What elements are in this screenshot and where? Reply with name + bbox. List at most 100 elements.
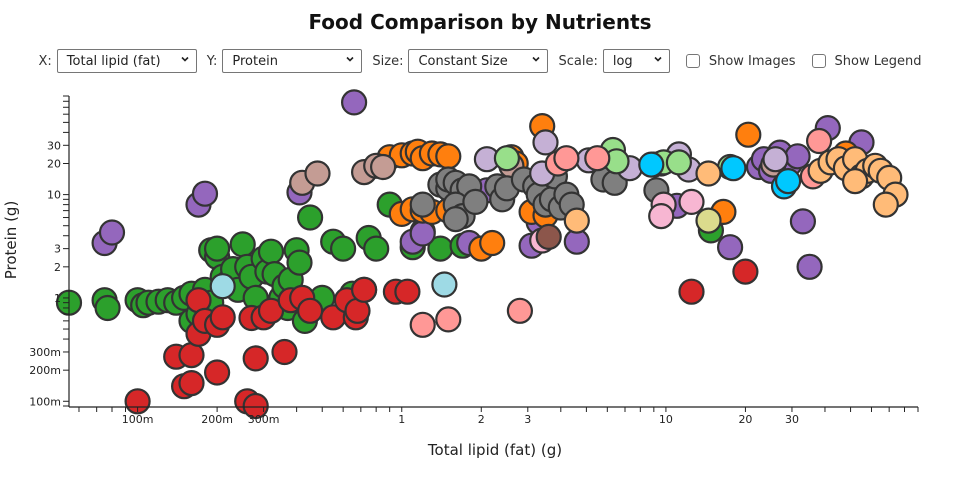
data-point-group-green-1[interactable] bbox=[91, 287, 118, 314]
data-point-group-orange-12[interactable] bbox=[435, 197, 462, 224]
data-point-group-green-12[interactable] bbox=[185, 300, 212, 327]
data-point-group-gray-5[interactable] bbox=[456, 173, 483, 200]
show-legend-toggle[interactable]: Show Legend bbox=[811, 54, 922, 69]
data-point-group-purple-18[interactable] bbox=[766, 139, 794, 166]
data-point-group-gray-0[interactable] bbox=[427, 171, 454, 198]
data-point-group-orange-22[interactable] bbox=[832, 140, 860, 167]
data-point-group-green-11[interactable] bbox=[178, 280, 205, 307]
data-point-group-rosybrown-2[interactable] bbox=[351, 159, 378, 186]
data-point-group-orange-21[interactable] bbox=[735, 121, 762, 148]
data-point-group-olive-0[interactable] bbox=[695, 207, 722, 234]
data-point-group-purple-15[interactable] bbox=[745, 153, 773, 181]
data-point-group-green-38[interactable] bbox=[309, 284, 336, 311]
data-point-group-orange-6[interactable] bbox=[427, 141, 454, 168]
data-point-group-gray-4[interactable] bbox=[449, 177, 476, 204]
data-point-group-orange-9[interactable] bbox=[399, 196, 426, 223]
data-point-group-orange-19[interactable] bbox=[532, 202, 559, 229]
data-point-group-red-14[interactable] bbox=[242, 392, 269, 420]
data-point-group-red-12[interactable] bbox=[238, 304, 265, 332]
data-point-group-red-19[interactable] bbox=[289, 284, 316, 311]
data-point-group-lavender-3[interactable] bbox=[575, 147, 602, 174]
data-point-group-red-22[interactable] bbox=[333, 287, 360, 314]
data-point-group-purple-20[interactable] bbox=[784, 143, 811, 170]
data-point-group-purple-8[interactable] bbox=[456, 229, 483, 257]
data-point-group-green-10[interactable] bbox=[178, 307, 205, 334]
data-point-group-purple-2[interactable] bbox=[185, 191, 212, 218]
data-point-group-peach-10[interactable] bbox=[867, 157, 894, 184]
data-point-group-gray-7[interactable] bbox=[449, 203, 476, 230]
data-point-group-red-13[interactable] bbox=[242, 345, 269, 372]
show-images-checkbox[interactable] bbox=[685, 54, 700, 68]
data-point-group-red-20[interactable] bbox=[297, 297, 324, 324]
data-point-group-green-43[interactable] bbox=[355, 224, 382, 252]
data-point-group-orange-15[interactable] bbox=[498, 144, 525, 171]
data-point-group-purple-17[interactable] bbox=[757, 157, 785, 184]
data-point-group-gray-24[interactable] bbox=[409, 191, 436, 218]
data-point-group-rosybrown-3[interactable] bbox=[363, 152, 390, 179]
data-point-group-rosybrown-4[interactable] bbox=[370, 153, 397, 181]
data-point-group-orange-17[interactable] bbox=[518, 198, 545, 225]
data-point-group-green-44[interactable] bbox=[363, 235, 390, 262]
data-point-group-green-16[interactable] bbox=[204, 243, 231, 270]
data-point-group-gray-8[interactable] bbox=[462, 188, 489, 215]
data-point-group-salmon-3[interactable] bbox=[409, 311, 436, 338]
data-point-group-purple-6[interactable] bbox=[399, 228, 426, 255]
data-point-group-lightgreen-4[interactable] bbox=[665, 149, 693, 176]
data-point-group-red-29[interactable] bbox=[732, 258, 759, 285]
data-point-group-green-2[interactable] bbox=[94, 294, 121, 322]
data-point-group-green-23[interactable] bbox=[234, 253, 261, 280]
data-point-group-gray-20[interactable] bbox=[558, 191, 585, 218]
data-point-group-lavender-0[interactable] bbox=[532, 129, 559, 156]
data-point-group-lavender-2[interactable] bbox=[473, 146, 500, 173]
data-point-group-pink-0[interactable] bbox=[650, 191, 677, 218]
data-point-group-green-21[interactable] bbox=[224, 276, 252, 303]
data-point-group-green-33[interactable] bbox=[277, 266, 304, 293]
data-point-group-green-22[interactable] bbox=[229, 231, 256, 258]
data-point-group-green-48[interactable] bbox=[427, 235, 454, 262]
data-point-group-peach-14[interactable] bbox=[841, 168, 869, 195]
data-point-group-green-24[interactable] bbox=[238, 263, 265, 290]
data-point-group-orange-1[interactable] bbox=[388, 142, 415, 169]
data-point-group-cyan-0[interactable] bbox=[638, 151, 665, 178]
data-point-group-orange-4[interactable] bbox=[409, 145, 436, 172]
y-axis-select[interactable]: Protein bbox=[222, 49, 363, 73]
data-point-group-lavender-9[interactable] bbox=[675, 156, 702, 183]
data-point-group-orange-5[interactable] bbox=[418, 140, 445, 167]
data-point-group-red-10[interactable] bbox=[209, 304, 236, 331]
data-point-group-lavender-5[interactable] bbox=[616, 155, 643, 182]
data-point-group-peach-11[interactable] bbox=[876, 164, 903, 191]
data-point-group-gray-13[interactable] bbox=[522, 173, 549, 200]
data-point-group-rosybrown-0[interactable] bbox=[289, 169, 316, 196]
data-point-group-peach-1[interactable] bbox=[695, 160, 722, 187]
data-point-group-orange-18[interactable] bbox=[529, 112, 556, 140]
data-point-group-green-36[interactable] bbox=[291, 307, 318, 334]
scale-select[interactable]: log bbox=[602, 49, 670, 73]
data-point-group-green-20[interactable] bbox=[220, 256, 247, 283]
data-point-group-red-21[interactable] bbox=[320, 304, 347, 331]
data-point-group-gray-2[interactable] bbox=[435, 166, 462, 193]
data-point-group-lavender-10[interactable] bbox=[762, 146, 789, 173]
data-point-group-purple-16[interactable] bbox=[750, 146, 778, 173]
data-point-group-lightgreen-2[interactable] bbox=[603, 148, 630, 175]
data-point-group-peach-0[interactable] bbox=[563, 207, 590, 234]
data-point-group-orange-7[interactable] bbox=[435, 143, 462, 170]
data-point-group-salmon-0[interactable] bbox=[544, 150, 572, 177]
data-point-group-purple-3[interactable] bbox=[191, 180, 219, 207]
data-point-group-orange-10[interactable] bbox=[409, 197, 436, 224]
data-point-group-green-17[interactable] bbox=[204, 235, 231, 262]
data-point-group-green-42[interactable] bbox=[351, 276, 378, 303]
data-point-group-green-9[interactable] bbox=[171, 284, 198, 311]
data-point-group-orange-16[interactable] bbox=[502, 150, 529, 177]
data-point-group-rosybrown-6[interactable] bbox=[608, 156, 635, 183]
data-point-group-lightgreen-5[interactable] bbox=[716, 153, 744, 181]
data-point-group-green-39[interactable] bbox=[320, 228, 347, 255]
data-point-group-red-24[interactable] bbox=[344, 297, 371, 324]
show-images-toggle[interactable]: Show Images bbox=[685, 54, 796, 69]
data-point-group-orange-2[interactable] bbox=[399, 140, 426, 167]
data-point-group-purple-24[interactable] bbox=[848, 129, 875, 156]
data-point-group-red-6[interactable] bbox=[185, 320, 212, 347]
data-point-group-green-0[interactable] bbox=[55, 289, 83, 316]
data-point-group-green-30[interactable] bbox=[268, 284, 295, 311]
size-select[interactable]: Constant Size bbox=[408, 49, 549, 73]
data-point-group-purple-22[interactable] bbox=[796, 253, 823, 280]
